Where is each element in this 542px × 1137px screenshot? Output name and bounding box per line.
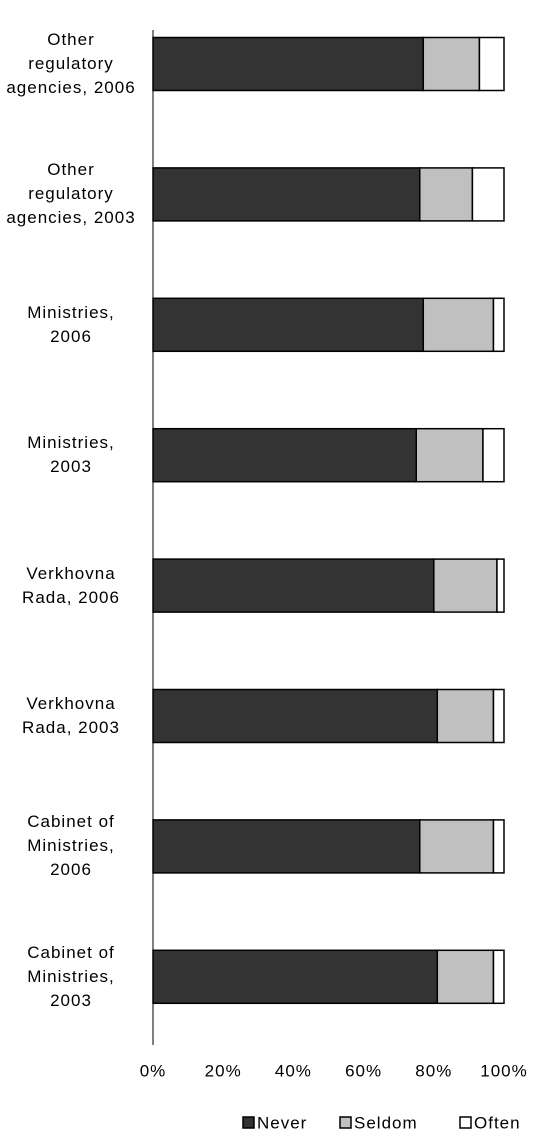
category-label: Other regulatory agencies, 2003 <box>6 160 136 228</box>
category-label: Cabinet of Ministries, 2006 <box>27 812 115 880</box>
x-tick-label: 0% <box>140 1061 167 1080</box>
bar-segment <box>152 558 435 613</box>
x-tick-label: 40% <box>275 1061 312 1080</box>
x-tick-label: 80% <box>415 1061 452 1080</box>
bar-segment <box>422 36 481 92</box>
bar-segment <box>152 949 439 1005</box>
legend-label: Often <box>474 1113 521 1132</box>
bar-segment <box>152 688 439 744</box>
bar-segment <box>492 688 505 744</box>
legend-swatch <box>459 1116 472 1129</box>
x-tick-label: 100% <box>480 1061 527 1080</box>
bar-segment <box>492 297 505 353</box>
bar-segment <box>436 949 495 1005</box>
x-tick-label: 20% <box>205 1061 242 1080</box>
bar-segment <box>152 427 417 483</box>
bar-segment <box>492 949 505 1005</box>
bar-segment <box>152 297 425 353</box>
bar-segment <box>152 819 421 874</box>
legend-label: Seldom <box>354 1113 418 1132</box>
bar-segment <box>492 819 505 874</box>
bar-segment <box>496 558 505 613</box>
bar-segment <box>152 167 421 222</box>
category-label: Cabinet of Ministries, 2003 <box>27 942 115 1010</box>
category-label: Verkhovna Rada, 2006 <box>22 563 120 607</box>
bar-segment <box>415 427 484 483</box>
category-label: Ministries, 2003 <box>27 433 115 477</box>
bar-segment <box>422 297 495 353</box>
bar-segment <box>478 36 505 92</box>
category-label: Other regulatory agencies, 2006 <box>6 30 136 97</box>
bar-segment <box>436 688 495 744</box>
bar-segment <box>152 36 425 92</box>
legend-swatch <box>242 1116 255 1129</box>
legend-swatch <box>339 1116 352 1129</box>
bar-segment <box>419 819 495 874</box>
category-label: Ministries, 2006 <box>27 302 115 346</box>
legend-label: Never <box>257 1113 307 1132</box>
bar-segment <box>433 558 498 613</box>
x-tick-label: 60% <box>345 1061 382 1080</box>
bar-segment <box>419 167 474 222</box>
bar-segment <box>471 167 505 222</box>
bar-segment <box>482 427 505 483</box>
category-label: Verkhovna Rada, 2003 <box>22 694 120 737</box>
